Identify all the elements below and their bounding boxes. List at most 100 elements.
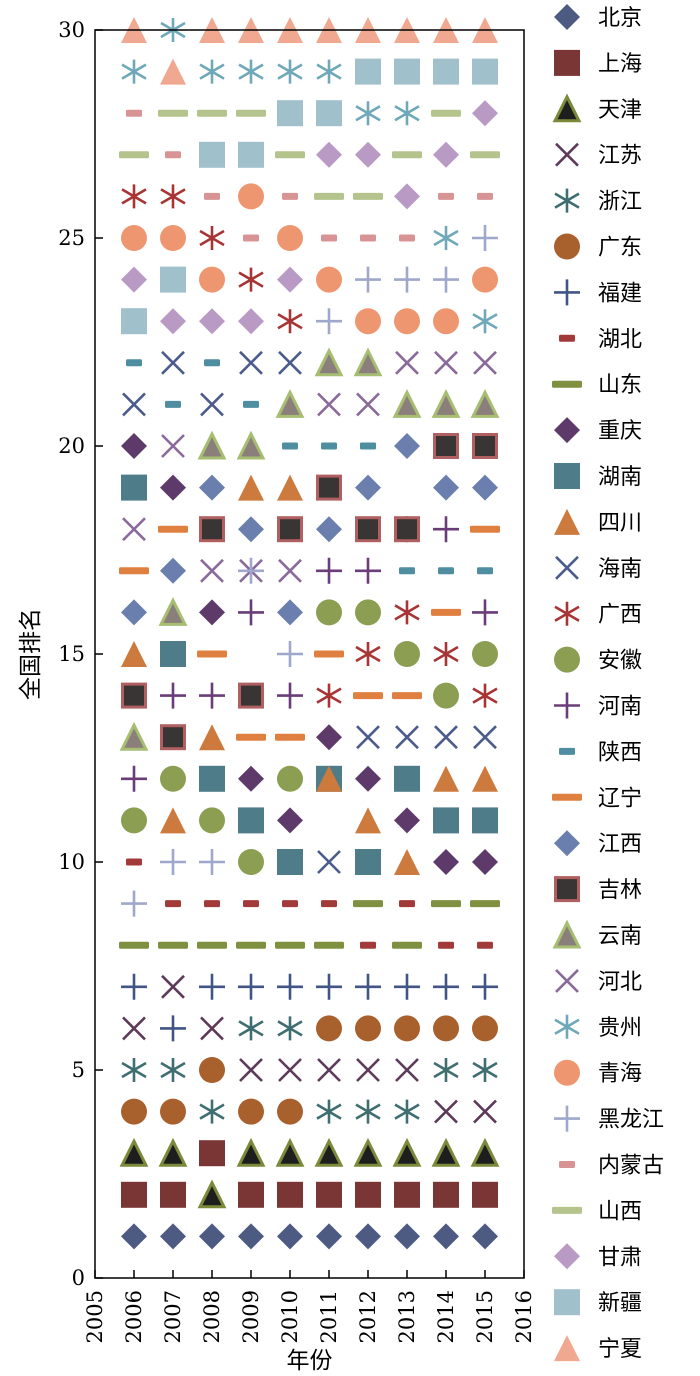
data-point bbox=[433, 474, 459, 501]
data-point bbox=[472, 599, 498, 626]
data-point bbox=[121, 807, 147, 834]
data-point bbox=[355, 1015, 381, 1042]
data-point bbox=[204, 192, 220, 200]
data-point bbox=[122, 517, 146, 542]
data-point bbox=[431, 900, 461, 908]
data-point bbox=[278, 350, 302, 375]
data-point bbox=[472, 225, 498, 251]
data-point bbox=[316, 141, 342, 168]
legend-marker bbox=[554, 830, 580, 857]
data-point bbox=[399, 234, 415, 242]
data-point bbox=[161, 350, 185, 375]
legend-label: 山西 bbox=[598, 1199, 642, 1224]
legend-marker bbox=[559, 334, 575, 342]
legend-marker bbox=[555, 555, 579, 580]
data-point bbox=[121, 1058, 147, 1082]
data-point bbox=[160, 184, 186, 209]
data-point bbox=[158, 941, 188, 949]
data-point bbox=[472, 266, 498, 293]
legend-label: 辽宁 bbox=[598, 786, 642, 811]
data-point bbox=[316, 1015, 342, 1042]
data-point bbox=[238, 1181, 264, 1208]
data-point bbox=[477, 941, 493, 949]
data-point bbox=[353, 192, 383, 200]
data-point bbox=[433, 516, 459, 543]
data-point bbox=[355, 642, 381, 666]
legend-marker bbox=[554, 417, 580, 444]
data-point bbox=[438, 192, 454, 200]
data-point bbox=[433, 433, 459, 459]
data-point bbox=[392, 692, 422, 700]
data-point bbox=[243, 234, 259, 242]
legend-label: 湖北 bbox=[598, 327, 642, 352]
data-point bbox=[277, 765, 303, 792]
legend-item: 陕西 bbox=[559, 740, 642, 765]
x-tick-label: 2007 bbox=[161, 1290, 185, 1343]
data-point bbox=[355, 1223, 381, 1250]
legend-marker bbox=[554, 49, 580, 76]
legend-label: 安徽 bbox=[598, 649, 642, 674]
data-point bbox=[238, 516, 264, 543]
data-point bbox=[239, 1058, 263, 1082]
data-point bbox=[199, 682, 225, 709]
data-point bbox=[236, 1137, 266, 1167]
data-point bbox=[316, 1223, 342, 1250]
data-point bbox=[277, 641, 303, 667]
data-point bbox=[433, 973, 459, 1000]
data-point bbox=[433, 1058, 459, 1082]
data-point bbox=[353, 900, 383, 908]
legend-marker bbox=[552, 919, 582, 949]
data-point bbox=[431, 1137, 461, 1167]
x-tick-label: 2015 bbox=[473, 1290, 497, 1343]
data-point bbox=[199, 1057, 225, 1083]
data-point bbox=[356, 725, 380, 750]
legend-marker bbox=[554, 279, 580, 306]
data-point bbox=[122, 1016, 146, 1041]
data-point bbox=[199, 599, 225, 626]
data-point bbox=[314, 650, 344, 658]
data-point bbox=[431, 608, 461, 616]
data-point bbox=[316, 474, 342, 501]
data-point bbox=[472, 807, 498, 834]
data-point bbox=[472, 1015, 498, 1042]
data-point bbox=[278, 1058, 302, 1082]
data-point bbox=[355, 58, 381, 85]
data-point bbox=[197, 1179, 227, 1209]
data-point bbox=[243, 400, 259, 408]
legend-label: 浙江 bbox=[598, 190, 642, 215]
legend-label: 福建 bbox=[598, 281, 642, 306]
data-point bbox=[239, 350, 263, 375]
legend-label: 广西 bbox=[598, 603, 642, 628]
data-point bbox=[199, 1099, 225, 1124]
legend-label: 宁夏 bbox=[598, 1337, 642, 1362]
legend-label: 陕西 bbox=[598, 740, 642, 765]
data-point bbox=[394, 516, 420, 543]
data-point bbox=[119, 151, 149, 159]
legend-label: 江西 bbox=[598, 832, 642, 857]
legend-label: 湖南 bbox=[598, 465, 642, 490]
data-point bbox=[199, 807, 225, 834]
data-point bbox=[197, 430, 227, 460]
data-point bbox=[121, 433, 147, 459]
legend-item: 山西 bbox=[552, 1199, 642, 1224]
data-point bbox=[121, 1098, 147, 1125]
legend-item: 青海 bbox=[554, 1059, 642, 1087]
data-point bbox=[126, 109, 142, 117]
legend-label: 江苏 bbox=[598, 144, 642, 169]
data-point bbox=[394, 849, 420, 875]
data-point bbox=[355, 599, 381, 626]
legend-label: 广东 bbox=[598, 236, 642, 261]
data-point bbox=[394, 266, 420, 293]
data-point bbox=[282, 192, 298, 200]
data-point bbox=[158, 1137, 188, 1167]
data-point bbox=[355, 266, 381, 293]
data-point bbox=[160, 849, 186, 875]
x-tick-label: 2005 bbox=[83, 1290, 107, 1343]
data-marks bbox=[119, 17, 500, 1250]
data-point bbox=[316, 266, 342, 293]
data-point bbox=[122, 392, 146, 417]
legend-label: 上海 bbox=[598, 52, 642, 77]
legend-marker bbox=[554, 4, 580, 30]
legend-marker bbox=[559, 747, 575, 755]
